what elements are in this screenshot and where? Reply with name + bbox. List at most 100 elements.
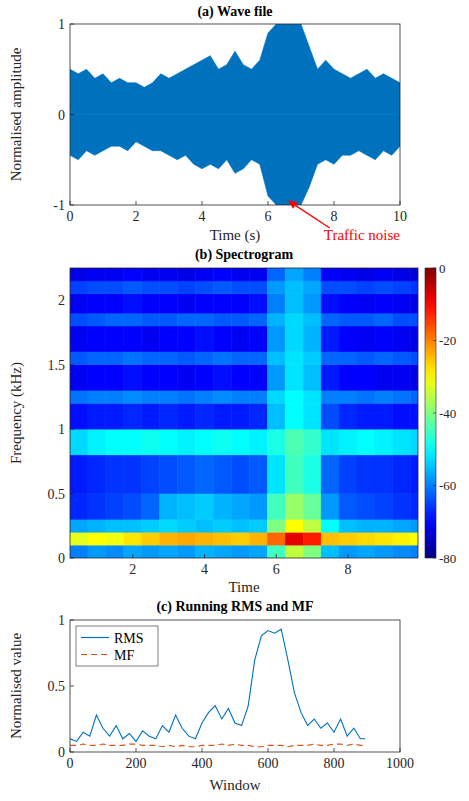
spectrogram-cell: [339, 268, 357, 281]
spectrogram-cell: [106, 352, 124, 365]
spectrogram-cell: [196, 429, 214, 455]
x-tick-label: 400: [192, 756, 213, 771]
spectrogram-cell: [142, 326, 160, 352]
spectrogram-cell: [88, 313, 106, 326]
spectrogram-cell: [303, 455, 321, 494]
spectrogram-cell: [393, 429, 411, 455]
y-tick: [70, 114, 74, 115]
spectrogram-cell: [88, 268, 106, 281]
x-tick: [268, 201, 269, 205]
plot-frame: [70, 620, 400, 752]
spectrogram-cell: [70, 390, 88, 403]
spectrogram-cell: [285, 365, 303, 391]
spectrogram-cell: [357, 294, 375, 313]
spectrogram-cell: [303, 294, 321, 313]
colorbar-tick: [433, 268, 436, 269]
y-tick-label: 1: [58, 613, 65, 628]
spectrogram-cell: [393, 532, 411, 545]
spectrogram-cell: [321, 294, 339, 313]
spectrogram-cell: [321, 268, 339, 281]
spectrogram-cell: [303, 532, 321, 545]
spectrogram-cell: [267, 365, 285, 391]
spectrogram-cell: [214, 268, 232, 281]
spectrogram-cell: [196, 403, 214, 429]
spectrogram-cell: [321, 545, 339, 558]
spectrogram-cell: [70, 352, 88, 365]
spectrogram-cell: [178, 390, 196, 403]
spectrogram-cell: [375, 455, 393, 494]
spectrogram-cell: [231, 326, 249, 352]
spectrogram-cell: [285, 519, 303, 532]
plot-frame: [70, 268, 418, 558]
spectrogram-cell: [321, 352, 339, 365]
spectrogram-cell: [339, 545, 357, 558]
y-tick-label: 0: [58, 551, 65, 566]
spectrogram-cell: [411, 403, 418, 429]
spectrogram-cell: [249, 403, 267, 429]
spectrogram-cell: [88, 390, 106, 403]
spectrogram-cell: [375, 268, 393, 281]
legend-label: RMS: [114, 631, 144, 646]
spectrogram-cell: [249, 494, 267, 520]
spectrogram-cell: [339, 294, 357, 313]
spectrogram-cell: [106, 532, 124, 545]
spectrogram-cell: [88, 365, 106, 391]
spectrogram-cell: [303, 352, 321, 365]
x-tick-label: 600: [258, 756, 279, 771]
spectrogram-cell: [357, 326, 375, 352]
spectrogram-cell: [196, 294, 214, 313]
spectrogram-cell: [285, 545, 303, 558]
y-tick-label: 2: [58, 293, 65, 308]
spectrogram-cell: [70, 365, 88, 391]
y-axis-title: Frequency (kHz): [8, 362, 25, 464]
spectrogram-cell: [411, 365, 418, 391]
plot-area: [70, 629, 365, 746]
x-tick: [132, 554, 133, 558]
x-tick-label: 0: [67, 756, 74, 771]
spectrogram-cell: [339, 532, 357, 545]
spectrogram-cell: [321, 403, 339, 429]
y-tick-label: 0.5: [48, 487, 66, 502]
spectrogram-cell: [375, 352, 393, 365]
spectrogram-cell: [231, 281, 249, 294]
spectrogram-cell: [178, 352, 196, 365]
spectrogram-cell: [88, 532, 106, 545]
y-tick: [70, 24, 74, 25]
waveform-envelope: [70, 115, 400, 206]
colorbar: [425, 268, 436, 558]
spectrogram-cell: [106, 326, 124, 352]
spectrogram-cell: [375, 519, 393, 532]
x-tick: [204, 554, 205, 558]
spectrogram-cell: [214, 545, 232, 558]
spectrogram-cell: [160, 519, 178, 532]
spectrogram-cell: [124, 545, 142, 558]
x-tick: [400, 748, 401, 752]
x-tick-label: 4: [201, 562, 208, 577]
spectrogram-cell: [249, 294, 267, 313]
spectrogram-cell: [393, 281, 411, 294]
spectrogram-cell: [160, 390, 178, 403]
spectrogram-cell: [285, 352, 303, 365]
spectrogram-cell: [160, 365, 178, 391]
spectrogram-cell: [321, 429, 339, 455]
spectrogram-cell: [267, 313, 285, 326]
y-tick: [70, 429, 74, 430]
spectrogram-cell: [393, 326, 411, 352]
y-tick-label: 0: [58, 745, 65, 760]
spectrogram-cell: [70, 326, 88, 352]
spectrogram-cell: [285, 268, 303, 281]
spectrogram-cell: [124, 294, 142, 313]
spectrogram-cell: [303, 268, 321, 281]
spectrogram-cell: [375, 281, 393, 294]
spectrogram-cell: [231, 403, 249, 429]
spectrogram-cell: [178, 429, 196, 455]
colorbar-tick: [433, 413, 436, 414]
spectrogram-cell: [196, 390, 214, 403]
spectrogram-cell: [393, 294, 411, 313]
spectrogram-cell: [70, 494, 88, 520]
spectrogram-cell: [339, 313, 357, 326]
spectrogram-cell: [339, 390, 357, 403]
y-tick: [70, 205, 74, 206]
y-tick-label: 1.5: [48, 358, 66, 373]
annotation-label: Traffic noise: [324, 227, 401, 243]
